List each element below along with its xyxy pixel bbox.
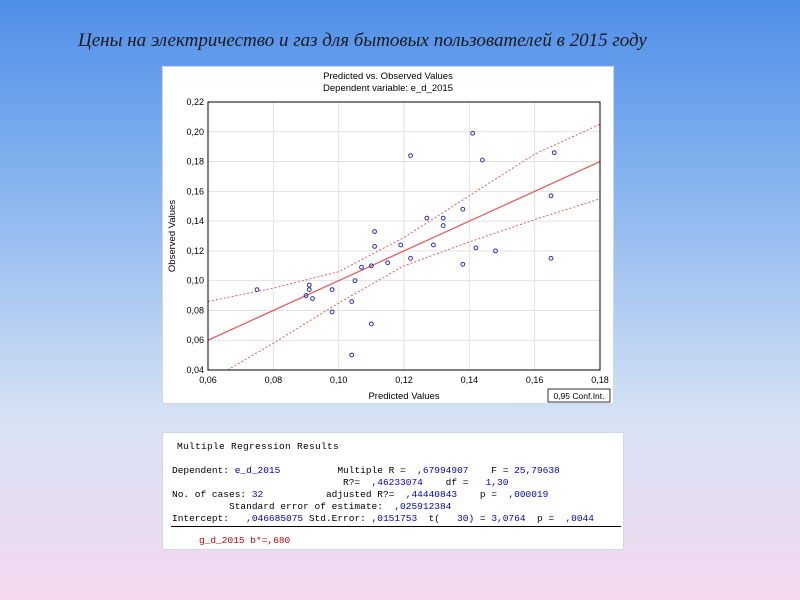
results-line-r2: R?= ,46233074 df = 1,30: [343, 477, 509, 488]
x-tick-label: 0,06: [199, 375, 217, 385]
points-layer: [254, 130, 557, 358]
data-point: [372, 229, 378, 234]
y-tick-label: 0,08: [186, 305, 204, 315]
data-point: [548, 193, 554, 199]
data-point: [480, 157, 485, 163]
scatter-chart-panel: Predicted vs. Observed Values Dependent …: [162, 66, 614, 404]
data-point: [306, 287, 312, 293]
y-tick-label: 0,06: [186, 335, 204, 345]
results-line-dependent: Dependent: e_d_2015 Multiple R = ,679949…: [172, 465, 560, 476]
data-point: [368, 263, 374, 269]
data-point: [424, 215, 430, 221]
data-point: [440, 215, 446, 221]
data-point: [385, 260, 391, 266]
y-tick-label: 0,10: [186, 276, 204, 286]
slide-title: Цены на электричество и газ для бытовых …: [78, 30, 647, 51]
data-point: [352, 278, 358, 284]
data-point: [372, 244, 378, 249]
data-point: [493, 248, 498, 254]
data-point: [306, 282, 312, 288]
scatter-chart: Predicted vs. Observed Values Dependent …: [167, 71, 611, 403]
confidence-band-layer: [207, 123, 601, 371]
data-point: [254, 287, 260, 293]
y-tick-label: 0,20: [186, 127, 204, 137]
x-tick-label: 0,12: [395, 375, 413, 385]
data-point: [329, 287, 335, 293]
data-point: [431, 242, 436, 248]
x-tick-label: 0,16: [526, 375, 544, 385]
regression-results-panel: Multiple Regression Results Dependent: e…: [162, 432, 624, 550]
data-point: [440, 223, 446, 228]
x-tick-label: 0,14: [461, 375, 479, 385]
x-tick-label: 0,18: [591, 375, 609, 385]
x-axis-label: Predicted Values: [368, 391, 439, 402]
y-tick-label: 0,18: [186, 157, 204, 167]
chart-title: Predicted vs. Observed Values: [323, 71, 453, 82]
data-point: [349, 299, 355, 304]
x-tick-label: 0,08: [265, 375, 283, 385]
y-tick-label: 0,16: [186, 186, 204, 196]
x-tick-label: 0,10: [330, 375, 348, 385]
y-tick-labels: 0,04 0,06 0,08 0,10 0,12 0,14 0,16 0,18 0,20 0,22: [186, 97, 204, 375]
data-point: [470, 130, 476, 136]
grid-layer: [207, 101, 601, 371]
data-point: [359, 264, 364, 270]
data-point: [349, 352, 355, 358]
data-point: [473, 245, 479, 251]
plot-frame: [207, 101, 601, 371]
results-line-intercept: Intercept: ,046685075 Std.Error: ,015175…: [172, 513, 594, 524]
y-tick-label: 0,14: [186, 216, 204, 226]
results-title: Multiple Regression Results: [177, 441, 340, 452]
data-point: [303, 293, 309, 298]
y-tick-label: 0,04: [186, 365, 204, 375]
data-point: [310, 296, 315, 301]
y-axis-label: Observed Values: [167, 200, 178, 272]
data-point: [460, 206, 466, 212]
data-point: [368, 321, 374, 327]
results-line-std-error: Standard error of estimate: ,025912384: [229, 501, 452, 512]
legend-label: 0,95 Conf.Int.: [553, 391, 604, 401]
data-point: [398, 242, 404, 248]
legend-box: [547, 388, 611, 403]
data-point: [408, 255, 413, 261]
results-coefficient: g_d_2015 b*=,680: [199, 535, 291, 546]
data-point: [460, 261, 466, 267]
results-divider: [171, 526, 621, 527]
regression-line: [207, 160, 601, 341]
data-point: [548, 255, 554, 261]
chart-subtitle: Dependent variable: e_d_2015: [323, 83, 453, 94]
data-point: [551, 150, 557, 156]
confidence-lower-line: [227, 198, 601, 371]
y-tick-label: 0,12: [186, 246, 204, 256]
fit-line-layer: [207, 160, 601, 341]
results-line-cases: No. of cases: 32 adjusted R?= ,44440843 …: [172, 489, 549, 500]
data-point: [408, 153, 413, 158]
data-point: [329, 309, 335, 315]
x-tick-labels: 0,06 0,08 0,10 0,12 0,14 0,16 0,18: [199, 375, 609, 385]
y-tick-label: 0,22: [186, 97, 204, 107]
